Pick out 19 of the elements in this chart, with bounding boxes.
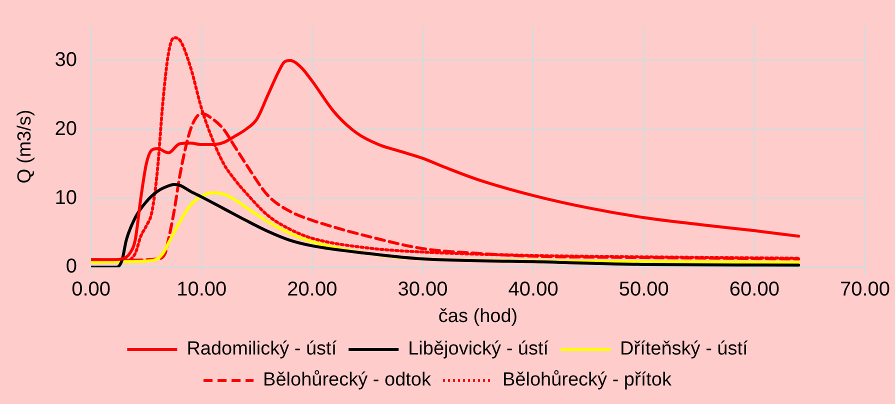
x-tick-label: 70.00 bbox=[840, 278, 890, 301]
x-tick-label: 30.00 bbox=[398, 278, 448, 301]
legend-label: Libějovický - ústí bbox=[408, 338, 550, 360]
x-tick-label: 20.00 bbox=[287, 278, 338, 301]
legend-label: Bělohůrecký - odtok bbox=[263, 370, 432, 391]
x-tick-label: 60.00 bbox=[729, 278, 780, 301]
x-tick-label: 40.00 bbox=[508, 278, 558, 301]
y-tick-label: 30 bbox=[54, 48, 78, 71]
y-tick-label: 20 bbox=[54, 118, 78, 140]
legend-label: Dříteňský - ústí bbox=[620, 338, 749, 360]
legend-label: Bělohůrecký - přítok bbox=[502, 370, 672, 391]
x-tick-label: 0.00 bbox=[72, 278, 111, 301]
x-tick-label: 10.00 bbox=[176, 278, 227, 301]
legend-label: Radomilický - ústí bbox=[186, 338, 338, 360]
y-tick-label: 10 bbox=[54, 186, 78, 209]
y-tick-label: 0 bbox=[66, 256, 78, 278]
x-tick-label: 50.00 bbox=[618, 278, 669, 301]
x-axis-title: čas (hod) bbox=[438, 306, 518, 327]
y-axis-title: Q (m3/s) bbox=[14, 110, 36, 184]
